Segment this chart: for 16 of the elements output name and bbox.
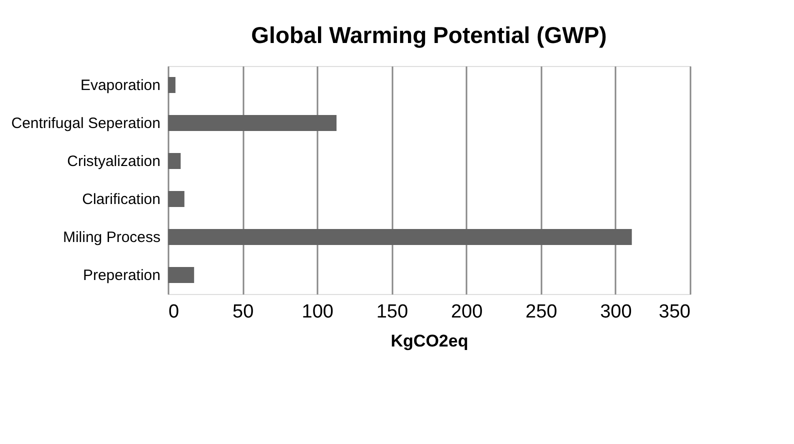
y-tick-label: Preperation: [82, 267, 160, 284]
y-tick-label: Miling Process: [62, 229, 160, 246]
x-tick-label: 200: [450, 302, 483, 322]
x-tick-label: 100: [302, 302, 334, 322]
x-tick-label: 150: [376, 302, 408, 322]
y-tick-label: Clarification: [82, 191, 160, 208]
x-tick-label: 350: [658, 302, 690, 322]
chart-title: Global Warming Potential (GWP): [251, 22, 607, 48]
x-axis-title: KgCO2eq: [390, 332, 468, 350]
y-tick-label: Cristyalization: [67, 153, 160, 170]
y-tick-label: Evaporation: [80, 77, 160, 94]
x-tick-label: 0: [168, 302, 180, 322]
x-tick-label: 250: [526, 302, 558, 322]
x-tick-label: 300: [600, 302, 632, 322]
x-tick-label: 50: [232, 302, 254, 322]
y-tick-label: Centrifugal Seperation: [11, 115, 160, 132]
